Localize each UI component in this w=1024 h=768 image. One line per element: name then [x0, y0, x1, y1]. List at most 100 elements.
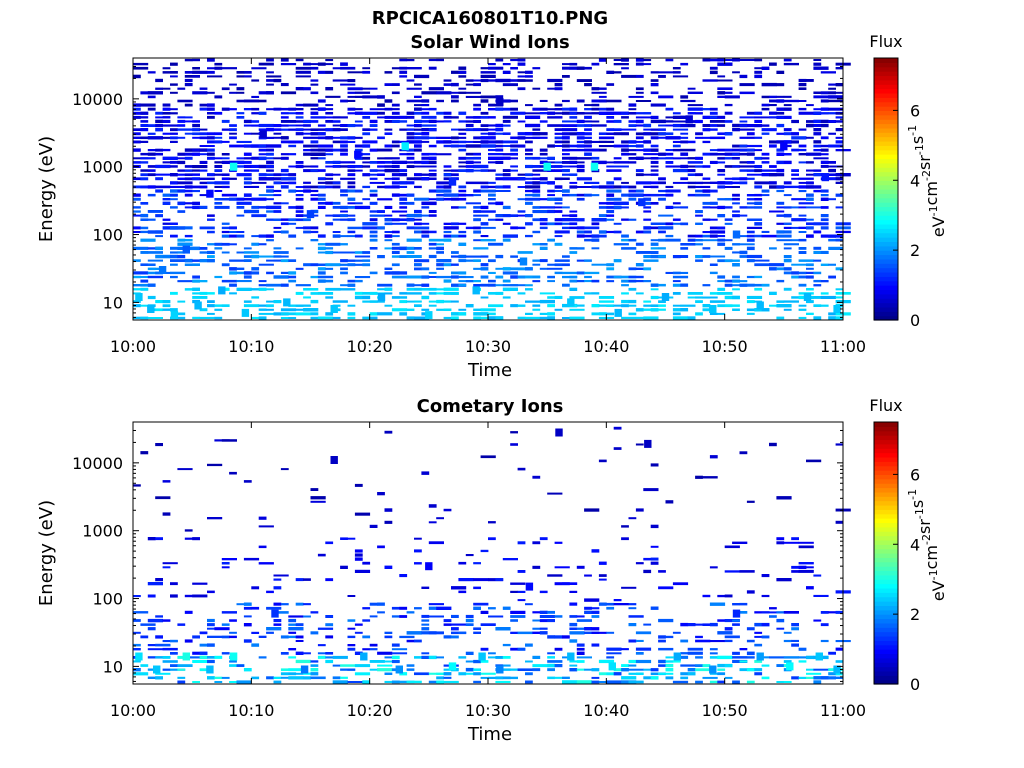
heatmap-cell: [739, 660, 748, 663]
heatmap-cell: [628, 287, 637, 291]
colorbar-segment: [874, 557, 898, 563]
heatmap-cell: [170, 62, 178, 66]
heatmap-cell: [746, 254, 763, 259]
heatmap-cell: [658, 635, 666, 639]
heatmap-cell: [251, 267, 260, 271]
heatmap-cell: [502, 238, 511, 242]
heatmap-cell: [421, 91, 437, 95]
data-bin: [330, 456, 338, 464]
heatmap-cell: [754, 201, 763, 205]
heatmap-cell: [702, 58, 711, 62]
heatmap-cell: [717, 181, 726, 185]
heatmap-cell: [221, 157, 230, 160]
heatmap-cell: [628, 120, 637, 123]
heatmap-cell: [562, 136, 570, 140]
heatmap-cell: [510, 615, 526, 618]
colorbar-segment: [874, 245, 898, 251]
heatmap-cell: [414, 259, 430, 263]
heatmap-cell: [243, 615, 252, 618]
heatmap-cell: [584, 234, 592, 238]
heatmap-cell: [451, 206, 459, 209]
heatmap-cell: [317, 246, 326, 251]
heatmap-cell: [243, 132, 252, 135]
heatmap-cell: [443, 185, 452, 189]
heatmap-cell: [680, 152, 689, 156]
heatmap-cell: [406, 87, 422, 90]
heatmap-cell: [510, 255, 518, 258]
heatmap-cell: [288, 271, 297, 275]
heatmap-cell: [473, 164, 489, 169]
heatmap-cell: [473, 128, 481, 132]
heatmap-cell: [650, 251, 659, 254]
colorbar-segment: [874, 635, 898, 641]
heatmap-cell: [510, 647, 518, 651]
heatmap-cell: [806, 218, 814, 221]
heatmap-cell: [369, 615, 378, 618]
heatmap-cell: [369, 119, 378, 124]
heatmap-cell: [414, 222, 422, 226]
heatmap-cell: [687, 104, 703, 107]
heatmap-cell: [362, 111, 378, 115]
heatmap-cell: [724, 218, 733, 221]
heatmap-cell: [428, 603, 444, 606]
heatmap-cell: [702, 255, 711, 258]
heatmap-cell: [702, 476, 718, 479]
y-tick-label: 1000: [82, 522, 123, 541]
heatmap-cell: [207, 659, 215, 664]
unit-base: s: [908, 136, 927, 144]
heatmap-cell: [739, 602, 748, 606]
heatmap-cell: [391, 83, 400, 86]
heatmap-cell: [739, 206, 748, 209]
heatmap-cell: [495, 144, 504, 148]
heatmap-cell: [443, 635, 452, 639]
heatmap-cell: [443, 287, 459, 291]
heatmap-cell: [658, 197, 666, 201]
heatmap-cell: [377, 210, 385, 213]
panel-title: Solar Wind Ions: [410, 32, 569, 53]
heatmap-cell: [635, 308, 644, 312]
data-bin: [283, 298, 291, 307]
heatmap-cell: [598, 140, 615, 143]
heatmap-cell: [650, 545, 659, 548]
heatmap-cell: [739, 235, 748, 238]
heatmap-cell: [347, 71, 363, 74]
heatmap-cell: [628, 108, 637, 111]
colorbar-segment: [874, 132, 898, 138]
heatmap-cell: [806, 173, 814, 176]
heatmap-cell: [310, 197, 319, 201]
heatmap-cell: [243, 304, 260, 308]
heatmap-cell: [680, 243, 696, 246]
heatmap-cell: [687, 112, 696, 115]
heatmap-cell: [517, 467, 526, 471]
heatmap-cell: [303, 128, 311, 131]
heatmap-cell: [214, 655, 223, 659]
heatmap-cell: [317, 279, 326, 283]
heatmap-cell: [813, 189, 822, 193]
data-bin: [821, 173, 829, 182]
x-tick-label: 10:20: [347, 337, 393, 356]
x-tick-label: 10:30: [465, 701, 511, 720]
heatmap-cell: [591, 549, 600, 553]
heatmap-cell: [591, 160, 607, 165]
heatmap-cell: [221, 185, 230, 189]
heatmap-cell: [436, 288, 444, 291]
heatmap-cell: [547, 194, 555, 197]
heatmap-cell: [798, 226, 807, 229]
heatmap-cell: [510, 165, 518, 168]
heatmap-cell: [739, 144, 748, 148]
heatmap-cell: [406, 255, 422, 258]
heatmap-cell: [266, 271, 274, 275]
heatmap-cell: [739, 611, 748, 614]
heatmap-cell: [569, 590, 578, 593]
heatmap-cell: [650, 283, 659, 287]
heatmap-cell: [406, 59, 415, 62]
heatmap-cell: [695, 623, 703, 626]
heatmap-cell: [502, 70, 511, 74]
heatmap-cell: [724, 545, 740, 549]
heatmap-cell: [806, 120, 814, 123]
data-bin: [229, 652, 238, 661]
heatmap-cell: [347, 316, 356, 320]
heatmap-cell: [391, 177, 400, 181]
heatmap-cell: [428, 202, 437, 205]
